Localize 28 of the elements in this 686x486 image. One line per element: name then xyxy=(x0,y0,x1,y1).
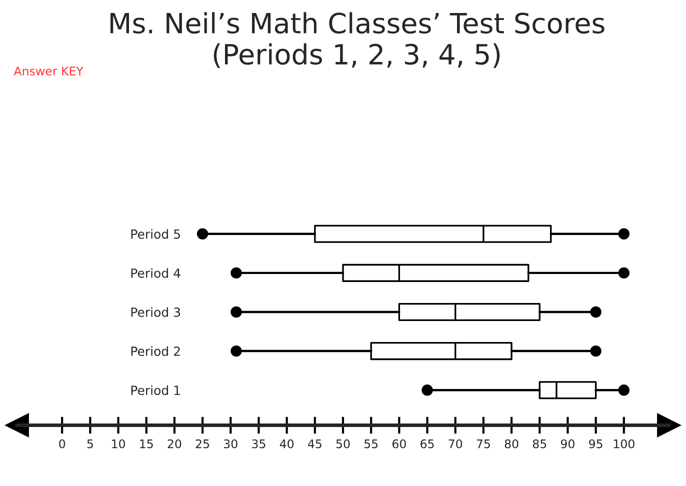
x-tick-label: 15 xyxy=(140,440,153,448)
x-tick-label: 0 xyxy=(59,439,66,448)
x-tick-label: 55 xyxy=(364,440,378,448)
y-tick-label: Period 4 xyxy=(131,268,180,278)
x-tick-label: 40 xyxy=(280,439,294,448)
x-tick-label: 60 xyxy=(392,439,406,448)
chart-title: Ms. Neil’s Math Classes’ Test Scores (Periods 1, 2, 3, 4, 5) xyxy=(110,12,604,68)
x-tick-label: 100 xyxy=(614,439,634,448)
x-tick-label: 10 xyxy=(112,439,126,448)
x-tick-label: 50 xyxy=(336,439,350,448)
x-tick-label: 95 xyxy=(589,439,602,448)
text: Answer KEY xyxy=(14,66,84,76)
y-tick-label: Period 1 xyxy=(131,385,180,396)
x-tick-label: 80 xyxy=(504,439,518,448)
x-tick-label: 90 xyxy=(560,439,574,448)
y-tick-label: Period 3 xyxy=(131,307,180,317)
x-tick-label: 25 xyxy=(196,439,210,448)
y-tick-label: Period 2 xyxy=(131,346,180,356)
x-tick-label: 30 xyxy=(224,439,238,448)
y-tick-label: Period 5 xyxy=(131,229,180,239)
x-tick-label: 75 xyxy=(476,440,490,448)
x-tick-label: 5 xyxy=(87,440,93,448)
x-tick-label: 70 xyxy=(448,439,462,448)
x-tick-label: 35 xyxy=(252,439,266,448)
x-tick-label: 45 xyxy=(308,440,322,448)
x-tick-label: 65 xyxy=(420,439,434,448)
x-tick-label: 85 xyxy=(532,439,546,448)
x-tick-label: 20 xyxy=(168,439,182,448)
